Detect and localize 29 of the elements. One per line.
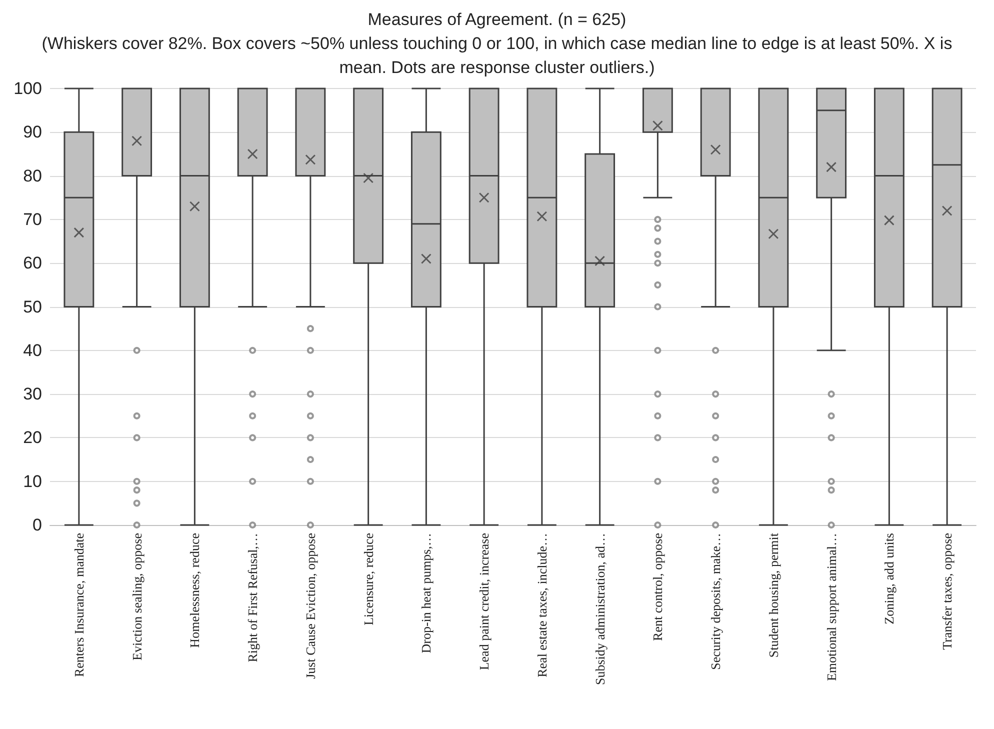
x-tick-label: Subsidy administration, ad… (592, 533, 608, 686)
y-tick-label: 70 (23, 210, 42, 229)
x-tick-label: Zoning, add units (882, 533, 897, 624)
x-tick-label: Homelessness, reduce (187, 532, 202, 648)
y-tick-label: 10 (23, 472, 42, 491)
y-tick-label: 80 (23, 166, 42, 186)
x-tick-label: Eviction sealing, oppose (129, 532, 144, 660)
x-tick-label: Emotional support animal… (824, 533, 839, 682)
x-tick-label: Student housing, permit (766, 532, 781, 658)
x-tick-label: Licensure, reduce (360, 532, 376, 626)
y-tick-label: 60 (23, 254, 42, 273)
chart-subtitle: (Whiskers cover 82%. Box covers ~50% unless touching 0 or 100, in which case median line to edge is at least 50%. X is mean. Dots are response cluster outliers.) (40, 33, 954, 79)
y-tick-label: 30 (23, 384, 42, 404)
y-tick-label: 90 (23, 122, 42, 142)
y-tick-label: 0 (32, 516, 42, 534)
y-tick-label: 20 (23, 428, 42, 448)
chart-title: Measures of Agreement. (n = 625) (366, 9, 628, 31)
x-tick-label: Drop-in heat pumps,… (418, 533, 434, 654)
x-tick-label: Right of First Refusal,… (245, 533, 260, 662)
x-tick-label: Lead paint credit, increase (476, 532, 492, 670)
y-tick-label: 50 (23, 297, 42, 316)
y-tick-label: 40 (23, 340, 42, 360)
x-tick-label: Just Cause Eviction, oppose (302, 532, 318, 679)
x-tick-label: Transfer taxes, oppose (940, 532, 955, 650)
x-tick-label: Security deposits, make… (708, 533, 724, 670)
y-tick-label: 100 (14, 79, 42, 98)
x-tick-label: Renters Insurance, mandate (71, 532, 86, 678)
x-tick-label: Rent control, oppose (650, 532, 666, 641)
x-tick-label: Real estate taxes, include… (534, 533, 550, 678)
